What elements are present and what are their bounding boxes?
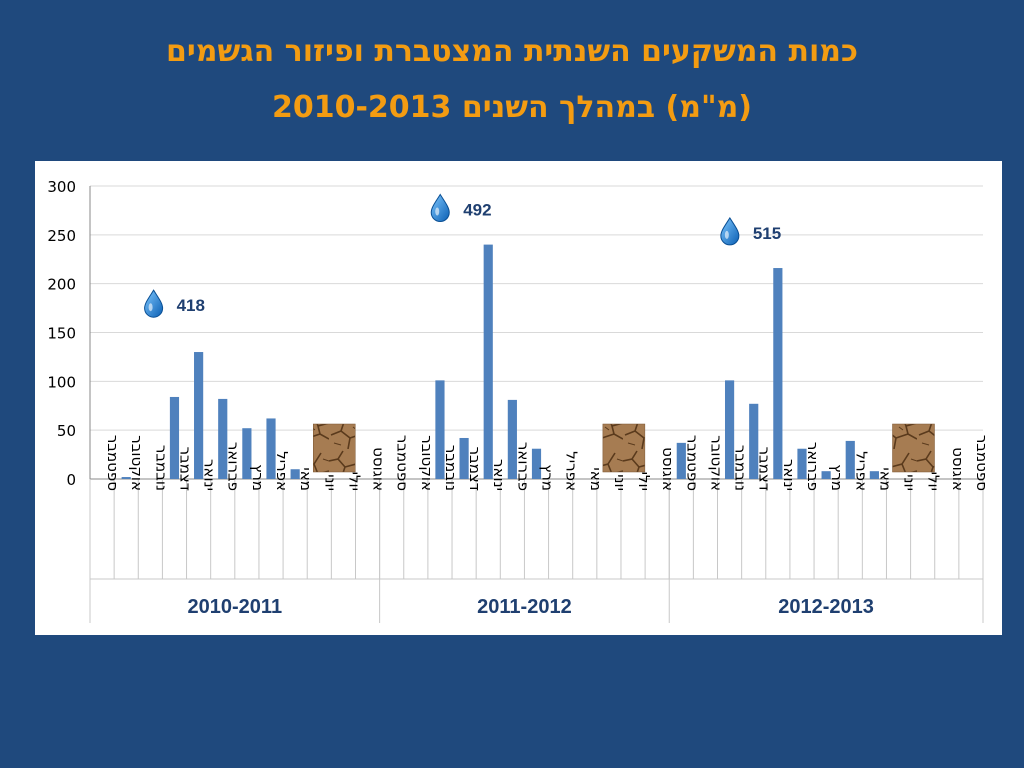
x-tick-label: ינואר [780, 459, 798, 491]
water-drop-shape [720, 216, 740, 246]
bar [749, 403, 759, 479]
y-tick-label: 150 [47, 325, 76, 343]
x-tick-label: יולי [345, 472, 363, 491]
bar [797, 448, 807, 479]
chart-panel: 0 50 100 150 200 250 300 ספטמבר אוקטובר נובמבר דצ… [35, 161, 1002, 635]
water-drop-icon [144, 289, 164, 318]
x-tick-label: אפריל [273, 451, 291, 491]
season-total-label: 515 [753, 224, 781, 243]
y-tick-label: 300 [47, 178, 76, 196]
x-tick-label: ינואר [201, 459, 219, 491]
x-tick-label: יוני [611, 474, 629, 491]
x-tick-label: פברואר [804, 442, 822, 491]
x-tick-label: אוגוסט [370, 447, 388, 491]
x-tick-label: אוגוסט [659, 447, 677, 491]
bar [773, 268, 783, 479]
bar [507, 399, 517, 479]
x-tick-label: מאי [587, 467, 605, 491]
cracked-earth-image [313, 423, 356, 473]
cracked-earth-icon [313, 423, 356, 473]
x-tick-label: אוקטובר [707, 435, 725, 491]
x-tick-label: פברואר [514, 442, 532, 491]
bar [194, 352, 204, 479]
water-drop-shape [430, 193, 450, 222]
x-tick-label: מרץ [249, 464, 267, 491]
bar [821, 471, 831, 479]
water-drop-highlight [435, 207, 440, 216]
slide-subtitle: (מ"מ) במהלך השנים 2010-2013 [271, 90, 753, 125]
x-tick-label: ספטמבר [973, 435, 991, 491]
water-drop-icon [720, 216, 740, 246]
water-drop-icon [430, 193, 450, 222]
x-tick-label: אפריל [563, 451, 581, 491]
x-tick-label: מרץ [539, 464, 557, 491]
bar [290, 469, 300, 479]
x-tick-label: דצמבר [756, 447, 774, 491]
x-tick-label: מאי [297, 467, 315, 491]
season-total-label: 492 [463, 200, 491, 219]
y-tick-label: 50 [57, 422, 76, 440]
bar [121, 477, 131, 479]
bar [724, 380, 735, 479]
bar [435, 380, 445, 479]
bar [531, 448, 542, 479]
water-drop-highlight [148, 303, 153, 312]
x-tick-label: יוני [901, 474, 919, 491]
bar [845, 440, 855, 479]
y-tick-label: 100 [47, 373, 76, 391]
water-drop-highlight [724, 230, 729, 239]
x-tick-label: ינואר [490, 459, 508, 491]
y-tick-label: 0 [66, 471, 76, 489]
bar [266, 418, 276, 479]
rainfall-bar-chart: 0 50 100 150 200 250 300 ספטמבר אוקטובר נובמבר דצ… [47, 178, 991, 623]
slide-title: כמות המשקעים השנתית המצטברת ופיזור הגשמי… [166, 34, 858, 69]
x-tick-label: דצמבר [176, 447, 194, 491]
season-label: 2011-2012 [477, 596, 572, 618]
cracked-earth-icon [602, 423, 646, 473]
x-tick-label: יוני [321, 474, 339, 491]
bar [869, 471, 879, 479]
x-tick-label: נובמבר [442, 445, 460, 491]
y-tick-label: 250 [47, 227, 76, 245]
x-tick-label: יולי [925, 472, 943, 491]
x-tick-label: יולי [635, 472, 653, 491]
x-tick-label: אפריל [852, 451, 870, 491]
x-tick-label: נובמבר [732, 445, 750, 491]
season-total-label: 418 [177, 296, 205, 315]
season-label: 2012-2013 [778, 596, 874, 618]
cracked-earth-icon [892, 423, 935, 473]
bar [459, 437, 469, 479]
bar [242, 428, 252, 479]
x-tick-label: נובמבר [152, 445, 170, 491]
cracked-earth-image [892, 423, 935, 473]
x-tick-label: אוקטובר [418, 435, 436, 491]
bar [676, 442, 686, 479]
x-tick-label: ספטמבר [104, 435, 122, 491]
x-tick-label: ספטמבר [394, 435, 412, 491]
bar [169, 396, 180, 479]
x-tick-label: אוגוסט [949, 447, 967, 491]
y-tick-label: 200 [47, 276, 76, 294]
season-label: 2010-2011 [188, 596, 283, 618]
x-tick-label: פברואר [225, 442, 243, 491]
water-drop-shape [144, 289, 164, 318]
bar [483, 244, 493, 479]
cracked-earth-image [602, 423, 646, 473]
x-tick-label: אוקטובר [128, 435, 146, 491]
x-tick-label: מאי [876, 467, 894, 491]
bar [218, 398, 228, 479]
x-tick-label: ספטמבר [683, 435, 701, 491]
x-tick-label: מרץ [828, 464, 846, 491]
x-tick-label: דצמבר [466, 447, 484, 491]
